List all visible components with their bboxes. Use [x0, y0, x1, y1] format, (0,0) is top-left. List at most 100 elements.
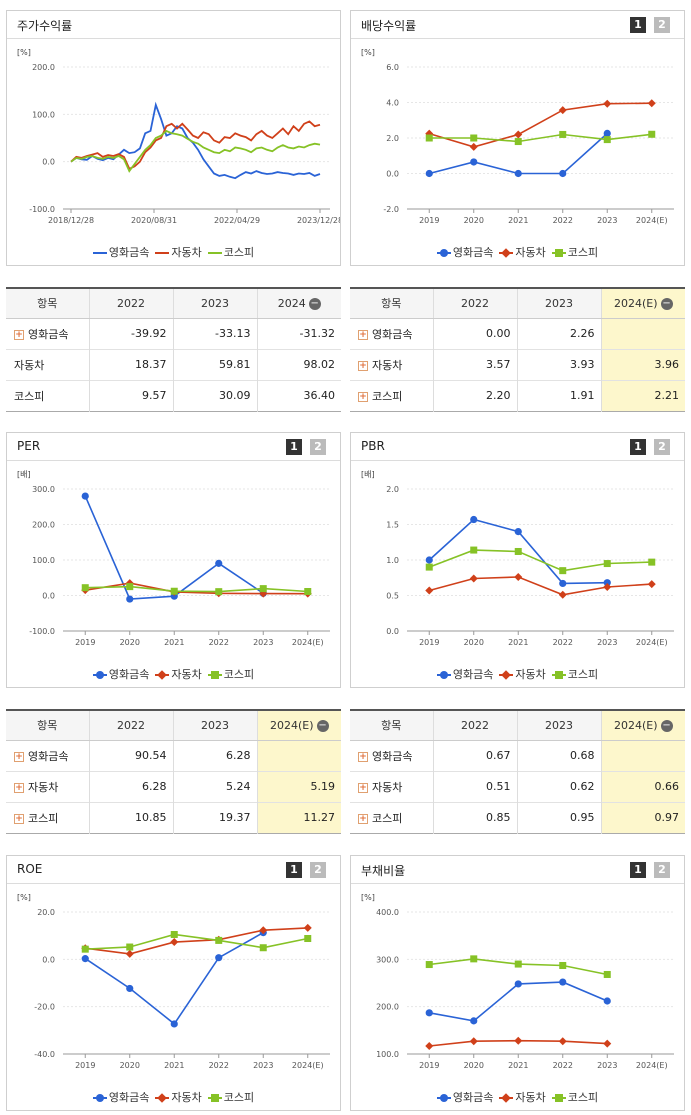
y-tick-label: -100.0	[29, 205, 55, 214]
collapse-column-button[interactable]: −	[660, 297, 673, 310]
page-2-button[interactable]: 2	[310, 439, 326, 455]
page-2-button[interactable]: 2	[654, 862, 670, 878]
expand-icon[interactable]: +	[358, 360, 368, 371]
y-tick-label: 0.0	[42, 158, 55, 167]
row-label: 영화금속	[372, 749, 413, 763]
chart-legend: 영화금속 자동차 코스피	[351, 1089, 684, 1105]
page-1-button[interactable]: 1	[630, 17, 646, 33]
legend-label: 자동차	[515, 668, 546, 681]
header-text: 2024(E)	[613, 296, 658, 310]
data-point-square-marker	[215, 936, 223, 944]
header-text: 2022	[461, 296, 489, 310]
x-tick-label: 2020	[464, 638, 484, 647]
data-point-square-marker	[304, 935, 312, 943]
data-point-square-marker	[170, 587, 178, 595]
value-cell: 90.54	[88, 739, 173, 771]
page-2-button[interactable]: 2	[654, 439, 670, 455]
series-line	[429, 102, 652, 148]
table-row: + 영화금속 0.00 2.26	[350, 317, 685, 349]
value-cell: 0.97	[600, 801, 685, 833]
legend-swatch	[92, 670, 107, 680]
data-point-square-marker	[603, 970, 611, 978]
x-tick-label: 2020	[464, 216, 484, 225]
value-cell: 0.67	[432, 739, 517, 771]
data-point-circle-marker	[81, 955, 89, 963]
data-point-diamond-marker	[469, 574, 478, 583]
table-row: + 자동차 6.28 5.24 5.19	[6, 770, 341, 802]
x-tick-label: 2021	[164, 1061, 184, 1070]
series-1	[81, 579, 312, 598]
value-cell: 3.57	[432, 348, 517, 380]
expand-icon[interactable]: +	[358, 329, 368, 340]
x-tick-label: 2022	[209, 1061, 229, 1070]
series-line	[429, 133, 652, 143]
table-row: + 자동차 0.51 0.62 0.66	[350, 770, 685, 802]
expand-icon[interactable]: +	[14, 782, 24, 793]
table-row: 자동차 18.37 59.81 98.02	[6, 348, 341, 380]
data-point-diamond-marker	[425, 1041, 434, 1050]
y-unit-label: [배]	[361, 470, 375, 479]
x-tick-label: 2021	[508, 216, 528, 225]
page-1-button[interactable]: 1	[630, 439, 646, 455]
page-2-button[interactable]: 2	[654, 17, 670, 33]
legend-swatch	[92, 248, 107, 258]
data-point-diamond-marker	[125, 579, 134, 588]
legend-item: 영화금속	[436, 244, 493, 260]
header-text: 항목	[37, 297, 58, 311]
series-1	[425, 99, 656, 151]
data-point-diamond-marker	[514, 1036, 523, 1045]
collapse-column-button[interactable]: −	[308, 297, 321, 310]
expand-icon[interactable]: +	[358, 391, 368, 402]
x-tick-label: 2021	[508, 1061, 528, 1070]
data-point-circle-marker	[559, 579, 567, 588]
legend-label: 자동차	[515, 1091, 546, 1104]
expand-icon[interactable]: +	[358, 813, 368, 824]
series-2	[425, 546, 656, 575]
collapse-column-button[interactable]: −	[660, 719, 673, 732]
price-return-panel: 주가수익률 [%] 200.0 100.0 0.0 -100.0 2018/12/28 20…	[6, 10, 341, 266]
value-cell: -39.92	[88, 317, 173, 349]
y-tick-label: 6.0	[386, 63, 399, 72]
page-1-button[interactable]: 1	[286, 439, 302, 455]
x-tick-label: 2019	[419, 1061, 439, 1070]
y-tick-label: 1.5	[386, 521, 399, 530]
expand-icon[interactable]: +	[14, 751, 24, 762]
expand-icon[interactable]: +	[14, 813, 24, 824]
x-tick-label: 2020	[120, 638, 140, 647]
x-tick-label: 2024(E)	[636, 638, 668, 647]
legend-item: 영화금속	[436, 1089, 493, 1105]
expand-icon[interactable]: +	[358, 782, 368, 793]
row-label: 자동차	[28, 780, 59, 794]
page-1-button[interactable]: 1	[286, 862, 302, 878]
legend-label: 자동차	[515, 246, 546, 259]
data-point-square-marker	[425, 134, 433, 142]
page-2-button[interactable]: 2	[310, 862, 326, 878]
value-cell: 5.19	[256, 770, 341, 802]
data-point-square-marker	[648, 558, 656, 566]
expand-icon[interactable]: +	[358, 751, 368, 762]
column-header-year: 2024(E) −	[600, 288, 685, 319]
value-cell: 11.27	[256, 801, 341, 833]
column-header-year: 2022	[88, 710, 173, 741]
expand-icon[interactable]: +	[14, 329, 24, 340]
y-unit-label: [%]	[17, 893, 31, 902]
page-1-button[interactable]: 1	[630, 862, 646, 878]
column-header-item: 항목	[6, 288, 89, 319]
series-line	[70, 120, 321, 170]
data-point-square-marker	[470, 134, 478, 142]
data-point-diamond-marker	[469, 1037, 478, 1046]
value-cell: 1.91	[516, 379, 601, 411]
price-return-table: 항목 2022 2023 2024− + 영화금속 -39.92 -33.13 -31.32 자동…	[6, 287, 341, 412]
column-header-year: 2022	[432, 288, 517, 319]
pbr-panel: PBR 1 2 [배] 2.0 1.5 1.0 0.5 0.0 2019 2020 2021 20…	[350, 432, 685, 688]
dividend-yield-table: 항목 2022 2023 2024(E) − + 영화금속 0.00 2.26 + 자동차 3.57 3…	[350, 287, 685, 412]
value-cell: 0.66	[600, 770, 685, 802]
series-0	[425, 129, 611, 178]
column-header-year: 2023	[516, 710, 601, 741]
table-row: + 코스피 2.20 1.91 2.21	[350, 379, 685, 411]
data-point-diamond-marker	[425, 586, 434, 595]
value-cell: 2.26	[516, 317, 601, 349]
value-cell: 0.95	[516, 801, 601, 833]
collapse-column-button[interactable]: −	[316, 719, 329, 732]
data-point-square-marker	[603, 136, 611, 144]
